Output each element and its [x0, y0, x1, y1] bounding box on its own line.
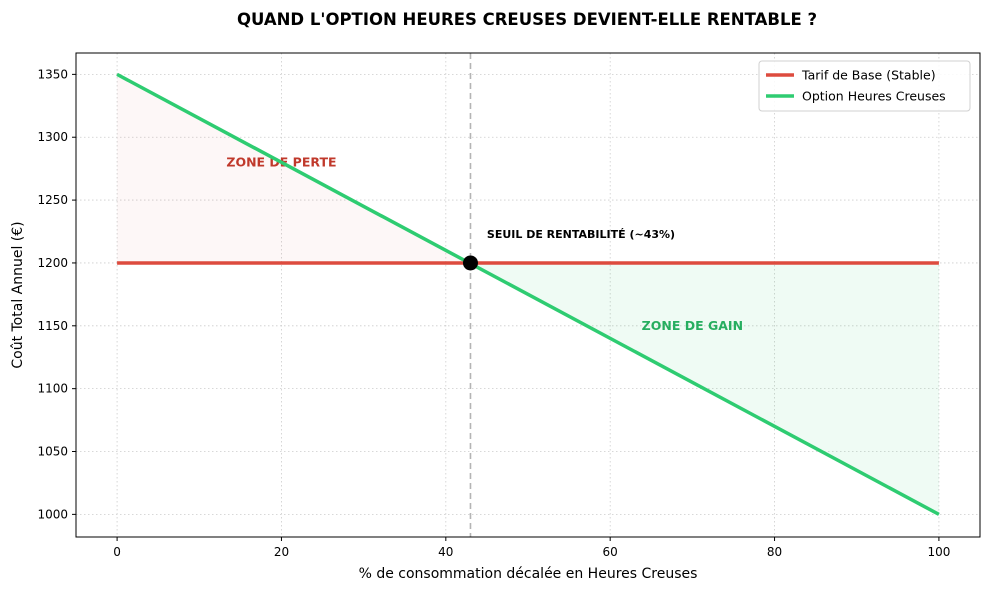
series-lines	[116, 72, 940, 516]
y-tick-label: 1350	[37, 67, 68, 81]
x-tick-label: 80	[767, 545, 782, 559]
legend: Tarif de Base (Stable) Option Heures Creu…	[758, 60, 971, 112]
x-axis-title: % de consommation décalée en Heures Creu…	[359, 566, 698, 582]
chart-title: QUAND L'OPTION HEURES CREUSES DEVIENT-EL…	[237, 10, 817, 29]
x-tick-label: 40	[438, 545, 453, 559]
y-tick-label: 1300	[37, 130, 68, 144]
breakeven-annotation: SEUIL DE RENTABILITÉ (~43%)	[487, 228, 675, 241]
gain-zone-label: ZONE DE GAIN	[642, 318, 743, 333]
legend-label: Option Heures Creuses	[802, 89, 946, 104]
axis-ticks: 0 20 40 60 80 100 1000 1050 1100 1150 1200 1250 1300…	[37, 67, 950, 559]
y-tick-label: 1100	[37, 382, 68, 396]
breakeven-point	[462, 255, 478, 271]
legend-label: Tarif de Base (Stable)	[801, 68, 936, 83]
y-axis-title: Coût Total Annuel (€)	[10, 221, 26, 368]
y-tick-label: 1050	[37, 445, 68, 459]
y-tick-label: 1000	[37, 507, 68, 521]
plot-frame	[75, 52, 981, 538]
x-tick-label: 0	[113, 545, 121, 559]
y-tick-label: 1250	[37, 193, 68, 207]
y-tick-label: 1200	[37, 256, 68, 270]
x-tick-label: 100	[927, 545, 950, 559]
breakeven-marker-group: SEUIL DE RENTABILITÉ (~43%)	[462, 228, 675, 271]
x-tick-label: 60	[603, 545, 618, 559]
y-tick-label: 1150	[37, 319, 68, 333]
legend-box	[758, 60, 971, 112]
x-tick-label: 20	[274, 545, 289, 559]
series-line-heures-creuses	[116, 72, 940, 516]
